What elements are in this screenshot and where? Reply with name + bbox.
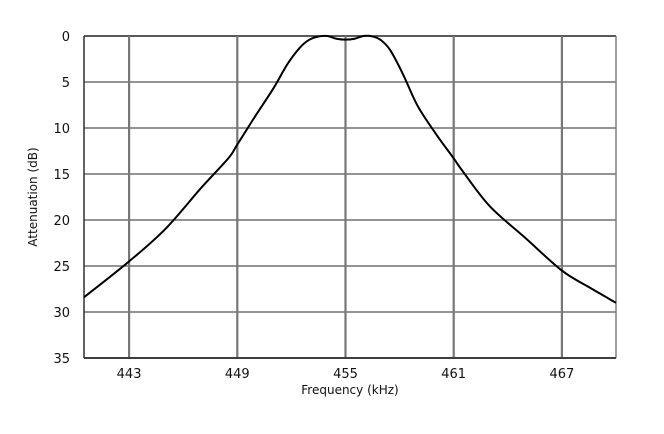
- x-axis-title: Frequency (kHz): [301, 383, 398, 397]
- series-line-0: [83, 34, 617, 304]
- y-tick-label: 35: [53, 352, 70, 367]
- y-tick-label: 15: [53, 168, 70, 183]
- y-tick-label: 30: [53, 306, 70, 321]
- x-tick-label: 461: [441, 367, 466, 382]
- y-tick-label: 20: [53, 214, 70, 229]
- y-tick-label: 25: [53, 260, 70, 275]
- axes: [83, 36, 617, 359]
- y-tick-label: 5: [62, 76, 70, 91]
- grid: [84, 35, 616, 359]
- x-tick-label: 455: [333, 367, 358, 382]
- y-tick-label: 10: [53, 122, 70, 137]
- x-tick-label: 467: [549, 367, 574, 382]
- x-tick-label: 443: [117, 367, 142, 382]
- tick-labels: 0 5 10 15 20 25 30 35 443 449 455 461 467: [53, 30, 574, 382]
- series-layer: [83, 34, 617, 304]
- y-axis-title: Attenuation (dB): [26, 147, 40, 246]
- x-tick-label: 449: [225, 367, 250, 382]
- y-tick-label: 0: [62, 30, 70, 45]
